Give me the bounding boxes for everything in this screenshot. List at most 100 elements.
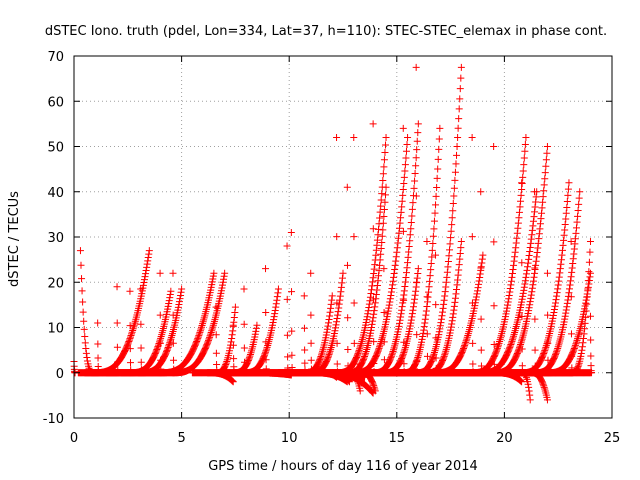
data-point xyxy=(510,257,518,265)
data-point xyxy=(167,335,175,343)
data-point xyxy=(376,343,384,351)
data-point xyxy=(451,294,459,302)
data-point xyxy=(408,313,416,321)
data-point xyxy=(530,273,538,281)
data-point xyxy=(143,260,151,268)
data-point xyxy=(229,327,237,335)
chart-title: dSTEC Iono. truth (pdel, Lon=334, Lat=37… xyxy=(45,24,607,39)
data-point xyxy=(451,168,459,176)
data-point xyxy=(252,327,260,335)
data-point xyxy=(344,314,352,322)
data-point xyxy=(535,235,543,243)
data-point xyxy=(520,283,528,291)
data-point xyxy=(504,301,512,309)
data-point xyxy=(375,267,383,275)
data-point xyxy=(343,261,351,269)
data-point xyxy=(513,229,521,237)
data-point xyxy=(338,274,346,282)
data-point xyxy=(389,347,397,355)
data-point xyxy=(586,269,594,277)
data-point xyxy=(208,278,216,286)
data-point xyxy=(195,330,203,338)
data-point xyxy=(333,318,341,326)
data-point xyxy=(427,266,435,274)
data-point xyxy=(354,351,362,359)
data-point xyxy=(126,322,134,330)
data-point xyxy=(164,302,172,310)
data-point xyxy=(350,299,358,307)
data-point xyxy=(371,299,379,307)
data-point xyxy=(504,298,512,306)
data-point xyxy=(413,137,421,145)
data-point xyxy=(430,348,438,356)
data-point xyxy=(300,324,308,332)
data-point xyxy=(534,244,542,252)
data-point xyxy=(387,354,395,362)
data-point xyxy=(333,360,341,368)
data-point xyxy=(532,193,540,201)
data-point xyxy=(528,226,536,234)
data-point xyxy=(476,270,484,278)
data-point xyxy=(273,296,281,304)
data-point xyxy=(565,179,573,187)
data-point xyxy=(526,301,534,309)
data-point xyxy=(567,277,575,285)
data-point xyxy=(519,173,527,181)
data-points xyxy=(70,63,596,404)
data-point xyxy=(144,257,152,265)
data-point xyxy=(450,302,458,310)
data-point xyxy=(395,229,403,237)
data-point xyxy=(473,290,481,298)
data-point xyxy=(174,303,182,311)
data-point xyxy=(396,316,404,324)
data-point xyxy=(145,250,153,258)
data-point xyxy=(450,192,458,200)
data-point xyxy=(554,344,562,352)
data-point xyxy=(399,227,407,235)
data-point xyxy=(272,300,280,308)
data-point xyxy=(477,346,485,354)
data-point xyxy=(241,358,249,366)
data-point xyxy=(518,179,526,187)
data-point xyxy=(442,347,450,355)
data-point xyxy=(371,261,379,269)
data-point xyxy=(153,346,161,354)
data-point xyxy=(371,303,379,311)
data-point xyxy=(269,318,277,326)
data-point xyxy=(525,255,533,263)
data-point xyxy=(505,291,513,299)
data-point xyxy=(124,339,132,347)
data-point xyxy=(156,338,164,346)
data-point xyxy=(567,273,575,281)
data-point xyxy=(231,308,239,316)
data-point xyxy=(355,346,363,354)
data-point xyxy=(404,253,412,261)
data-point xyxy=(301,346,309,354)
data-point xyxy=(570,245,578,253)
data-point xyxy=(541,169,549,177)
data-point xyxy=(566,281,574,289)
data-point xyxy=(307,339,315,347)
data-point xyxy=(376,341,384,349)
data-point xyxy=(550,309,558,317)
data-point xyxy=(408,212,416,220)
data-point xyxy=(457,238,465,246)
data-point xyxy=(372,246,380,254)
data-point xyxy=(363,316,371,324)
data-point xyxy=(559,241,567,249)
data-point xyxy=(413,331,421,339)
data-point xyxy=(83,353,91,361)
data-point xyxy=(575,194,583,202)
data-point xyxy=(380,163,388,171)
data-point xyxy=(373,286,381,294)
data-point xyxy=(165,340,173,348)
data-point xyxy=(539,198,547,206)
data-point xyxy=(456,249,464,257)
data-point xyxy=(519,289,527,297)
data-point xyxy=(562,309,570,317)
data-point xyxy=(240,320,248,328)
data-point xyxy=(447,227,455,235)
data-point xyxy=(270,313,278,321)
data-point xyxy=(283,331,291,339)
